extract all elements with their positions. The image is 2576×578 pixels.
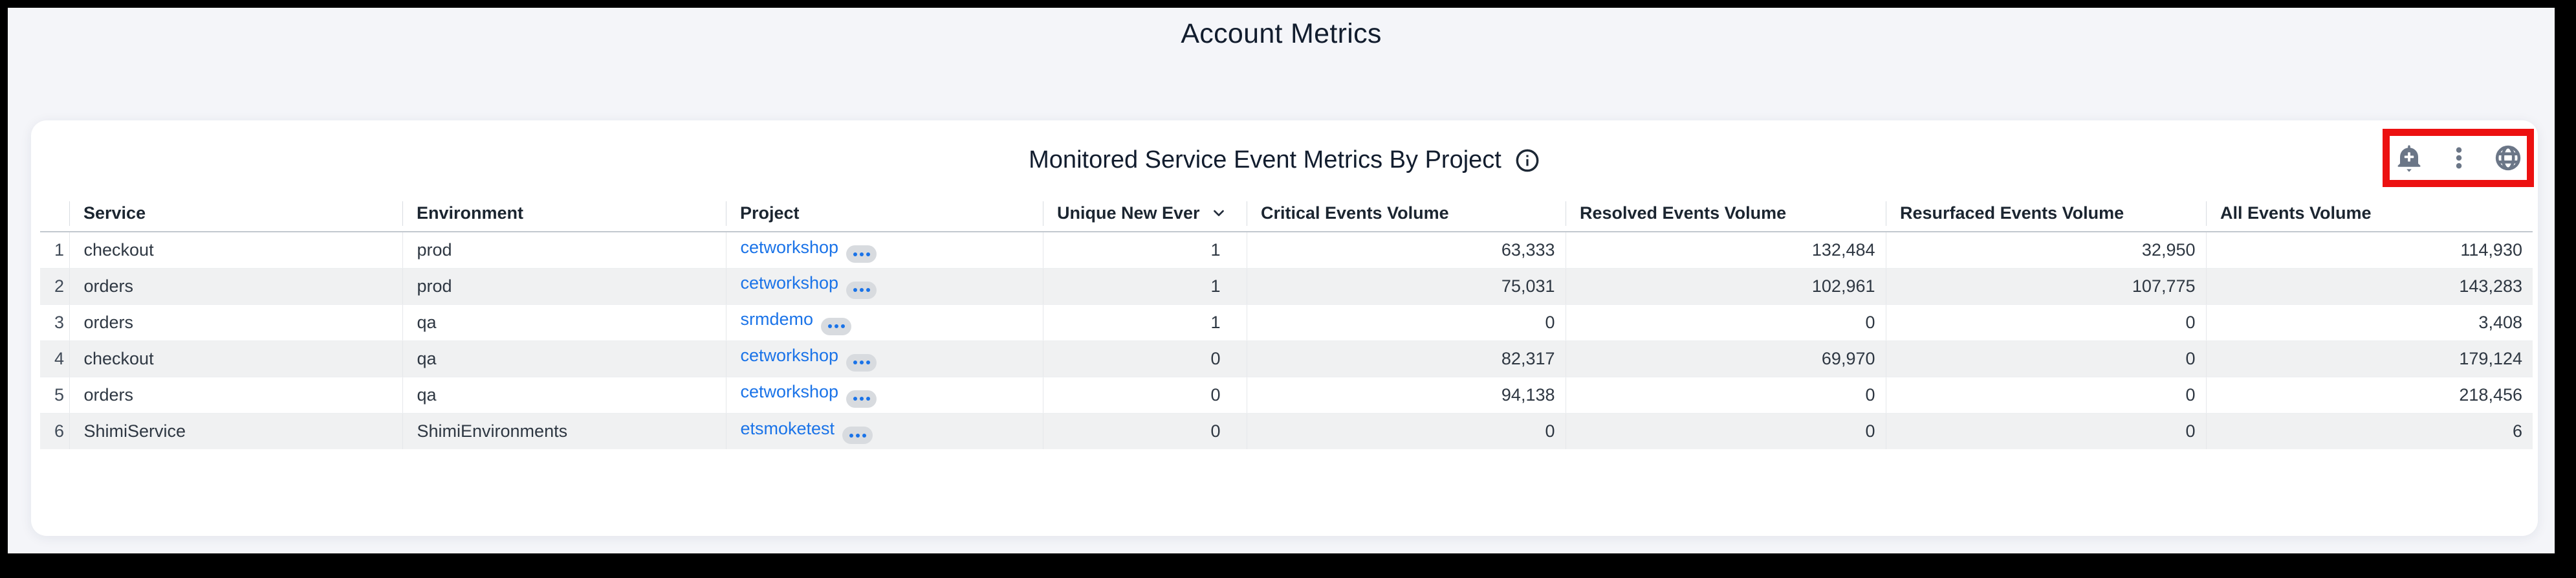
cell-resurfaced: 107,775	[1885, 268, 2206, 305]
cell-critical: 94,138	[1246, 377, 1566, 414]
project-more-button[interactable]	[821, 317, 852, 335]
cell-all: 143,283	[2205, 268, 2533, 305]
header-resurfaced-events[interactable]: Resurfaced Events Volume	[1886, 195, 2206, 232]
header-environment[interactable]: Environment	[402, 195, 726, 232]
cell-service: checkout	[69, 232, 402, 269]
kebab-menu-icon[interactable]	[2445, 144, 2472, 172]
cell-environment: qa	[402, 340, 726, 377]
cell-project: srmdemo	[725, 304, 1043, 341]
header-all-events[interactable]: All Events Volume	[2206, 195, 2533, 232]
cell-environment: ShimiEnvironments	[402, 413, 726, 449]
header-unique-new-events[interactable]: Unique New Ever	[1043, 195, 1247, 232]
cell-project: cetworkshop	[725, 268, 1043, 305]
cell-service: ShimiService	[69, 413, 402, 449]
table-row: 1 checkout prod cetworkshop 1 63,333 132…	[40, 232, 2533, 269]
table-header-row: Service Environment Project Unique New E…	[40, 195, 2533, 232]
cell-unique: 0	[1042, 413, 1247, 449]
cell-critical: 82,317	[1246, 340, 1566, 377]
project-link[interactable]: cetworkshop	[740, 237, 839, 257]
row-number: 2	[40, 268, 69, 305]
project-more-button[interactable]	[846, 245, 877, 263]
project-more-button[interactable]	[842, 427, 873, 444]
cell-service: orders	[69, 268, 402, 305]
cell-all: 6	[2205, 413, 2533, 449]
globe-icon[interactable]	[2493, 143, 2523, 173]
cell-all: 114,930	[2205, 232, 2533, 269]
row-number: 5	[40, 377, 69, 414]
table-row: 4 checkout qa cetworkshop 0 82,317 69,97…	[40, 340, 2533, 377]
cell-resolved: 0	[1565, 377, 1886, 414]
table-row: 6 ShimiService ShimiEnvironments etsmoke…	[40, 413, 2533, 449]
project-more-button[interactable]	[846, 281, 877, 299]
cell-all: 218,456	[2205, 377, 2533, 414]
cell-resolved: 0	[1565, 304, 1886, 341]
header-row-number	[40, 195, 69, 232]
project-link[interactable]: etsmoketest	[740, 418, 835, 438]
cell-unique: 1	[1042, 268, 1247, 305]
header-project[interactable]: Project	[726, 195, 1043, 232]
metrics-table: Service Environment Project Unique New E…	[40, 195, 2533, 449]
row-number: 3	[40, 304, 69, 341]
row-number: 1	[40, 232, 69, 269]
table-row: 3 orders qa srmdemo 1 0 0 0 3,408	[40, 304, 2533, 341]
page-title: Account Metrics	[1181, 18, 1382, 49]
cell-unique: 1	[1042, 304, 1247, 341]
add-alert-bell-icon[interactable]	[2394, 142, 2425, 173]
dashboard-page: Account Metrics Monitored Service Event …	[8, 8, 2555, 553]
cell-project: cetworkshop	[725, 232, 1043, 269]
cell-critical: 63,333	[1246, 232, 1566, 269]
cell-resurfaced: 0	[1885, 340, 2206, 377]
cell-resolved: 102,961	[1565, 268, 1886, 305]
cell-project: etsmoketest	[725, 413, 1043, 449]
table-row: 2 orders prod cetworkshop 1 75,031 102,9…	[40, 268, 2533, 305]
info-icon[interactable]	[1514, 148, 1540, 173]
cell-resolved: 69,970	[1565, 340, 1886, 377]
chevron-down-icon	[1213, 210, 1224, 216]
panel-title: Monitored Service Event Metrics By Proje…	[1029, 146, 1501, 173]
row-number: 4	[40, 340, 69, 377]
cell-environment: qa	[402, 304, 726, 341]
cell-unique: 1	[1042, 232, 1247, 269]
highlight-annotation-box	[2383, 129, 2534, 187]
cell-service: checkout	[69, 340, 402, 377]
cell-critical: 0	[1246, 413, 1566, 449]
cell-service: orders	[69, 377, 402, 414]
cell-critical: 75,031	[1246, 268, 1566, 305]
cell-project: cetworkshop	[725, 377, 1043, 414]
cell-resurfaced: 0	[1885, 304, 2206, 341]
header-service[interactable]: Service	[69, 195, 402, 232]
project-more-button[interactable]	[846, 390, 877, 408]
header-critical-events[interactable]: Critical Events Volume	[1247, 195, 1566, 232]
cell-resurfaced: 32,950	[1885, 232, 2206, 269]
header-resolved-events[interactable]: Resolved Events Volume	[1566, 195, 1886, 232]
panel-header: Monitored Service Event Metrics By Proje…	[31, 146, 2538, 174]
cell-environment: qa	[402, 377, 726, 414]
cell-environment: prod	[402, 268, 726, 305]
cell-all: 179,124	[2205, 340, 2533, 377]
project-link[interactable]: cetworkshop	[740, 346, 839, 366]
project-link[interactable]: srmdemo	[740, 309, 814, 329]
project-link[interactable]: cetworkshop	[740, 382, 839, 402]
cell-critical: 0	[1246, 304, 1566, 341]
cell-unique: 0	[1042, 340, 1247, 377]
cell-project: cetworkshop	[725, 340, 1043, 377]
metrics-panel: Monitored Service Event Metrics By Proje…	[31, 120, 2538, 536]
row-number: 6	[40, 413, 69, 449]
cell-service: orders	[69, 304, 402, 341]
cell-resolved: 0	[1565, 413, 1886, 449]
project-link[interactable]: cetworkshop	[740, 273, 839, 293]
cell-resolved: 132,484	[1565, 232, 1886, 269]
project-more-button[interactable]	[846, 353, 877, 372]
cell-resurfaced: 0	[1885, 377, 2206, 414]
cell-all: 3,408	[2205, 304, 2533, 341]
cell-environment: prod	[402, 232, 726, 269]
cell-resurfaced: 0	[1885, 413, 2206, 449]
table-row: 5 orders qa cetworkshop 0 94,138 0 0 218…	[40, 377, 2533, 414]
cell-unique: 0	[1042, 377, 1247, 414]
